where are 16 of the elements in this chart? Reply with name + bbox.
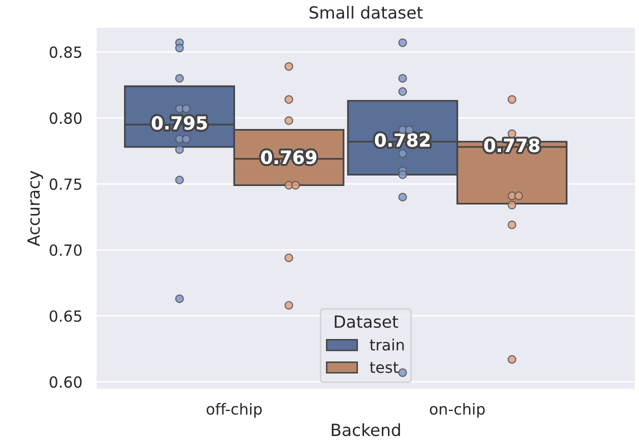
y-tick-label: 0.80 — [50, 112, 82, 124]
y-axis-title: Accuracy — [27, 170, 44, 246]
y-tick-label: 0.60 — [50, 376, 82, 388]
y-tick-label: 0.70 — [50, 244, 82, 256]
y-tick-label: 0.75 — [50, 178, 82, 190]
x-tick-label: on-chip — [430, 402, 485, 418]
x-tick-label: off-chip — [206, 402, 262, 418]
text: 0.782 — [374, 133, 430, 147]
x-axis-title: Backend — [332, 423, 400, 436]
y-tick-label: 0.65 — [50, 310, 82, 322]
text: 0.795 — [152, 116, 207, 130]
legend-title: Dataset — [334, 316, 398, 328]
legend-label: train — [370, 338, 404, 351]
chart-title: Small dataset — [310, 6, 423, 19]
legend-label: test — [370, 362, 398, 374]
y-tick-label: 0.85 — [50, 46, 82, 58]
